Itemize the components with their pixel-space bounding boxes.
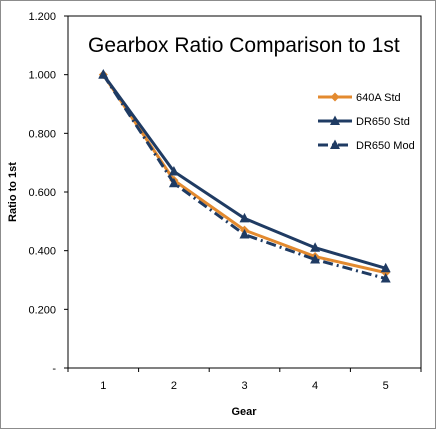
- legend-item-dr650-mod: DR650 Mod: [318, 139, 415, 152]
- data-point-dr650-mod: [98, 69, 109, 79]
- y-axis-title: Ratio to 1st: [7, 162, 19, 222]
- data-point-dr650-std: [380, 262, 391, 273]
- legend-marker: [330, 115, 340, 125]
- data-point-dr650-std: [168, 165, 179, 176]
- x-tick-label: 5: [383, 380, 389, 392]
- y-tick-label: 0.400: [28, 246, 56, 258]
- y-tick-label: 1.200: [28, 11, 56, 23]
- data-point-dr650-mod: [168, 177, 179, 188]
- y-tick-label: -: [52, 363, 56, 375]
- y-tick-label: 0.800: [28, 128, 56, 140]
- legend: 640A Std DR650 Std DR650 Mod: [318, 92, 415, 152]
- x-tick-label: 1: [100, 380, 106, 392]
- series-dr650-mod: [98, 69, 391, 283]
- legend-label: 640A Std: [356, 92, 401, 104]
- series-layer: [98, 69, 391, 283]
- chart-title: Gearbox Ratio Comparison to 1st: [88, 34, 400, 57]
- data-point-dr650-mod: [239, 229, 250, 239]
- x-axis-title: Gear: [231, 406, 257, 418]
- series-line-dr650-mod: [102, 73, 387, 280]
- y-tick-label: 0.600: [28, 187, 56, 199]
- data-point-dr650-mod: [380, 273, 391, 283]
- legend-label: DR650 Mod: [356, 140, 415, 152]
- plot-area: [67, 15, 422, 369]
- legend-marker: [330, 139, 340, 149]
- x-tick-label: 4: [312, 380, 318, 392]
- data-point-dr650-std: [310, 242, 321, 252]
- legend-item-dr650-std: DR650 Std: [318, 115, 410, 128]
- data-point-dr650-mod: [310, 253, 321, 264]
- x-tick-label: 3: [241, 380, 247, 392]
- y-tick-label: 0.200: [28, 304, 56, 316]
- legend-marker: [330, 92, 340, 102]
- x-axis-ticks: 1 2 3 4 5: [67, 368, 422, 392]
- data-point-dr650-std: [239, 212, 250, 223]
- legend-item-640a-std: 640A Std: [318, 92, 401, 104]
- x-tick-label: 2: [171, 380, 177, 392]
- y-tick-label: 1.000: [28, 70, 56, 82]
- legend-label: DR650 Std: [356, 116, 410, 128]
- y-axis-ticks: - 0.200 0.400 0.600 0.800 1.000 1.200: [28, 11, 68, 375]
